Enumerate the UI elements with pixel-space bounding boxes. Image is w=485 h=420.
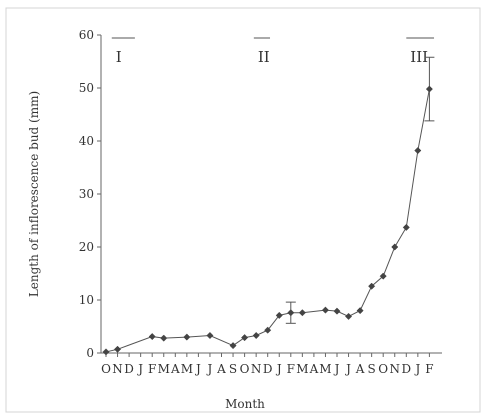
- x-tick-label: D: [124, 362, 134, 376]
- data-point: [333, 307, 341, 315]
- x-tick-label: M: [181, 362, 193, 376]
- data-point: [414, 146, 422, 155]
- data-point: [287, 309, 295, 317]
- x-tick-label: A: [170, 362, 180, 376]
- data-point: [148, 333, 156, 341]
- regions: I II III: [111, 37, 435, 66]
- data-point: [229, 342, 237, 350]
- data-series: [102, 56, 435, 356]
- region-label: I: [116, 48, 122, 66]
- data-point: [321, 306, 330, 314]
- data-point: [102, 348, 110, 356]
- x-tick-label: M: [158, 362, 170, 376]
- x-tick-label: F: [287, 362, 295, 376]
- x-tick-label: N: [112, 362, 123, 376]
- y-tick-label: 30: [79, 187, 94, 201]
- data-point: [391, 243, 399, 251]
- x-tick-label: F: [148, 362, 156, 376]
- figure-border: [5, 7, 481, 413]
- region-label: III: [410, 48, 428, 66]
- y-tick-label: 20: [79, 240, 94, 254]
- y-tick-label: 60: [79, 28, 94, 42]
- data-point: [275, 311, 283, 319]
- axes: [100, 35, 442, 354]
- x-axis-title: Month: [225, 397, 265, 411]
- x-tick-label: J: [413, 362, 420, 376]
- y-axis-title: Length of inflorescence bud (mm): [27, 91, 41, 297]
- region-label: II: [258, 48, 270, 66]
- data-point: [344, 312, 353, 320]
- x-tick-label: A: [355, 362, 365, 376]
- x-tick-label: J: [344, 362, 351, 376]
- data-point: [183, 333, 191, 341]
- data-point: [298, 309, 306, 317]
- data-point: [206, 331, 214, 340]
- x-tick-label: M: [319, 362, 331, 376]
- x-tick-label: J: [333, 362, 340, 376]
- x-tick-label: D: [401, 362, 411, 376]
- x-tick-label: S: [368, 362, 376, 376]
- x-tick-label: O: [101, 362, 111, 376]
- x-tick-label: J: [136, 362, 143, 376]
- data-point: [402, 223, 410, 231]
- x-tick-label: A: [309, 362, 319, 376]
- x-tick-label: O: [378, 362, 388, 376]
- data-point: [379, 272, 387, 280]
- y-tick-label: 40: [79, 134, 94, 148]
- x-tick-label: J: [194, 362, 201, 376]
- y-tick-label: 0: [86, 346, 94, 360]
- x-tick-label: J: [275, 362, 282, 376]
- data-point: [160, 334, 168, 342]
- x-tick-label: S: [229, 362, 237, 376]
- x-tick-label: J: [206, 362, 213, 376]
- data-point: [113, 345, 122, 353]
- data-point: [368, 282, 376, 290]
- data-point: [264, 326, 272, 334]
- series-line: [105, 88, 430, 353]
- y-tick-label: 50: [79, 81, 94, 95]
- x-tick-label: M: [296, 362, 308, 376]
- x-tick-label: N: [390, 362, 401, 376]
- x-tick-label: D: [263, 362, 273, 376]
- data-point: [356, 307, 364, 315]
- data-point: [252, 331, 260, 340]
- x-tick-label: F: [425, 362, 433, 376]
- x-tick-label: N: [251, 362, 262, 376]
- x-tick-label: A: [216, 362, 226, 376]
- data-point: [425, 85, 433, 93]
- x-tick-label: O: [240, 362, 250, 376]
- data-point: [241, 334, 249, 342]
- y-tick-label: 10: [79, 293, 94, 307]
